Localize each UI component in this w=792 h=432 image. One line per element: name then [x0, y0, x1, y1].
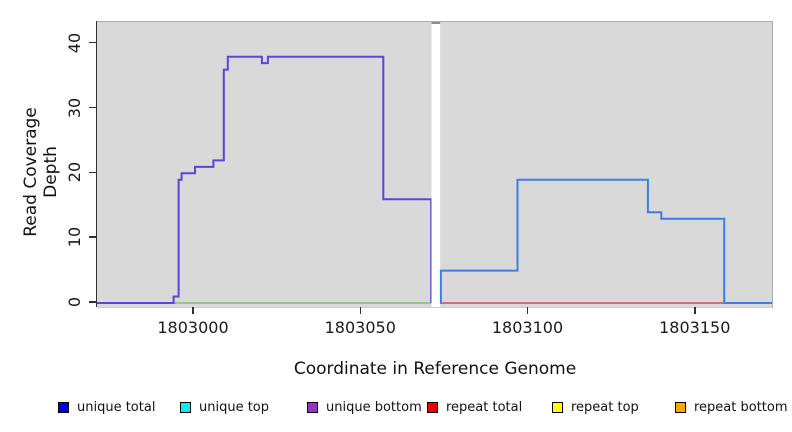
repeat-top-swatch-icon	[552, 401, 563, 413]
series-unique-total-right-segment	[439, 178, 772, 304]
repeat-bottom-swatch-icon	[675, 401, 686, 413]
x-tick-label: 1803000	[157, 318, 229, 337]
plot-area	[97, 21, 773, 308]
x-tick-label: 1803100	[491, 318, 564, 337]
y-tick-mark	[89, 236, 96, 238]
legend-item-repeat-bottom: repeat bottom	[675, 399, 788, 415]
legend-item-repeat-total: repeat total	[427, 399, 522, 415]
coverage-gap	[431, 22, 441, 307]
legend-label: unique bottom	[326, 399, 422, 415]
y-tick-label: 40	[64, 32, 84, 53]
x-tick-mark	[359, 307, 361, 314]
legend-label: unique top	[199, 399, 270, 415]
legend-item-unique-top: unique top	[180, 399, 269, 415]
y-axis-title: Read Coverage Depth	[21, 107, 61, 237]
y-tick-label: 20	[64, 162, 84, 183]
y-tick-mark	[89, 301, 96, 303]
x-tick-mark	[192, 307, 194, 314]
y-tick-mark	[89, 171, 96, 174]
legend-label: repeat total	[446, 399, 523, 415]
x-tick-label: 1803150	[659, 318, 731, 337]
repeat-total-swatch-icon	[427, 401, 438, 413]
legend-label: repeat top	[571, 399, 639, 415]
y-tick-label: 30	[64, 97, 84, 118]
coverage-gap-top-mark	[431, 22, 441, 24]
x-tick-mark	[694, 307, 696, 314]
legend-item-repeat-top: repeat top	[552, 399, 639, 415]
y-tick-mark	[89, 41, 96, 44]
legend-item-unique-bottom: unique bottom	[307, 399, 422, 415]
y-tick-label: 10	[64, 227, 84, 248]
series-unique-bottom-left-segment	[97, 55, 433, 304]
unique-bottom-swatch-icon	[307, 401, 318, 413]
unique-top-swatch-icon	[180, 401, 191, 413]
x-axis-title: Coordinate in Reference Genome	[293, 359, 577, 379]
y-tick-label: 0	[64, 296, 84, 308]
coverage-step-chart	[97, 22, 772, 307]
y-tick-mark	[89, 106, 96, 109]
legend: unique total unique top unique bottom re…	[0, 399, 792, 417]
x-tick-mark	[526, 307, 529, 314]
legend-label: unique total	[77, 399, 156, 415]
legend-label: repeat bottom	[694, 399, 788, 415]
legend-item-unique-total: unique total	[58, 399, 155, 415]
y-axis-line	[95, 21, 97, 307]
unique-total-swatch-icon	[58, 401, 69, 413]
x-tick-label: 1803050	[324, 318, 396, 337]
